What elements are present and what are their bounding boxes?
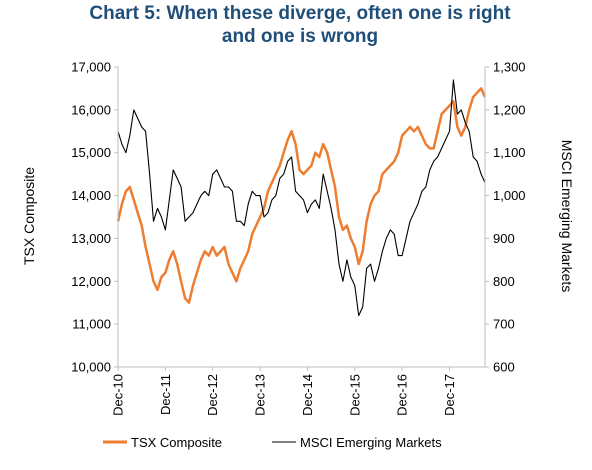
left-tick-label: 12,000 bbox=[71, 274, 111, 289]
right-tick-label: 1,300 bbox=[493, 60, 526, 75]
x-axis: Dec-10 Dec-11 Dec-12 Dec-13 Dec-14 Dec-15 Dec-… bbox=[111, 366, 485, 416]
x-tick-label: Dec-17 bbox=[442, 374, 457, 416]
chart-title-line-2: and one is wrong bbox=[221, 26, 379, 47]
left-tick-label: 15,000 bbox=[71, 145, 111, 160]
right-tick-label: 1,100 bbox=[493, 145, 526, 160]
x-tick-label: Dec-15 bbox=[347, 374, 362, 416]
legend-label-msci: MSCI Emerging Markets bbox=[300, 435, 442, 450]
x-tick-label: Dec-10 bbox=[111, 374, 126, 416]
legend: TSX Composite MSCI Emerging Markets bbox=[103, 435, 442, 450]
series-line-tsx bbox=[116, 87, 487, 304]
right-tick-label: 600 bbox=[493, 360, 515, 375]
plot-area bbox=[116, 79, 487, 317]
left-tick-label: 16,000 bbox=[71, 102, 111, 117]
x-tick-label: Dec-12 bbox=[205, 374, 220, 416]
left-axis: 10,000 11,000 12,000 13,000 14,000 15,000 16,0… bbox=[71, 60, 119, 375]
left-tick-label: 14,000 bbox=[71, 188, 111, 203]
right-axis-label: MSCI Emerging Markets bbox=[559, 140, 575, 292]
x-tick-label: Dec-11 bbox=[158, 374, 173, 415]
right-tick-label: 1,200 bbox=[493, 102, 526, 117]
x-tick-label: Dec-16 bbox=[395, 374, 410, 416]
left-axis-label: TSX Composite bbox=[21, 167, 37, 265]
left-tick-label: 13,000 bbox=[71, 231, 111, 246]
right-tick-label: 700 bbox=[493, 317, 515, 332]
chart-title-line-1: Chart 5: When these diverge, often one i… bbox=[89, 3, 511, 24]
right-tick-label: 800 bbox=[493, 274, 515, 289]
left-tick-label: 11,000 bbox=[72, 317, 111, 332]
right-axis: 600 700 800 900 1,000 1,100 1,200 1,300 bbox=[484, 60, 526, 375]
x-tick-label: Dec-13 bbox=[253, 374, 268, 416]
legend-label-tsx: TSX Composite bbox=[131, 435, 222, 450]
chart-title: Chart 5: When these diverge, often one i… bbox=[60, 2, 540, 48]
series-line-msci bbox=[117, 79, 486, 317]
right-tick-label: 900 bbox=[493, 231, 515, 246]
left-tick-label: 10,000 bbox=[71, 360, 111, 375]
x-tick-label: Dec-14 bbox=[300, 374, 315, 416]
left-tick-label: 17,000 bbox=[71, 60, 111, 75]
right-tick-label: 1,000 bbox=[493, 188, 526, 203]
